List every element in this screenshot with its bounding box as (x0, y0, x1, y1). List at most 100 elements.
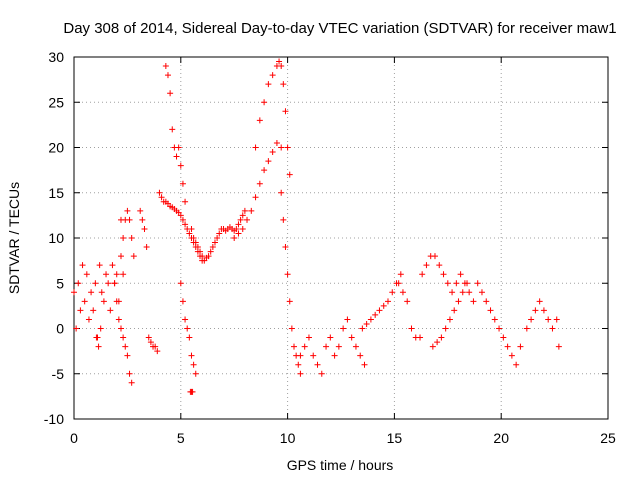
data-point (417, 334, 424, 341)
data-point (154, 348, 161, 355)
data-point (93, 334, 100, 341)
data-points (71, 58, 562, 395)
data-point (77, 307, 84, 314)
data-point (105, 280, 112, 287)
data-point (491, 316, 498, 323)
data-point (297, 352, 304, 359)
data-point (297, 370, 304, 377)
data-point (182, 316, 189, 323)
data-point (478, 289, 485, 296)
y-tick-label: 5 (56, 275, 64, 291)
grid-lines (74, 57, 608, 419)
data-point (175, 144, 182, 151)
data-point (139, 216, 146, 223)
data-point (252, 144, 259, 151)
data-point (216, 230, 223, 237)
data-point (97, 325, 104, 332)
data-point (496, 325, 503, 332)
data-point (419, 271, 426, 278)
x-tick-label: 10 (280, 430, 296, 446)
data-point (261, 99, 268, 106)
data-point (239, 225, 246, 232)
data-point (173, 153, 180, 160)
x-tick-label: 0 (70, 430, 78, 446)
data-point (352, 343, 359, 350)
data-point (197, 248, 204, 255)
data-point (88, 289, 95, 296)
data-point (252, 194, 259, 201)
data-point (459, 289, 466, 296)
data-point (269, 72, 276, 79)
data-point (194, 244, 201, 251)
data-point (182, 198, 189, 205)
data-point (100, 298, 107, 305)
data-point (438, 334, 445, 341)
data-point (318, 370, 325, 377)
data-point (288, 325, 295, 332)
data-point (545, 316, 552, 323)
data-point (397, 271, 404, 278)
chart-title: Day 308 of 2014, Sidereal Day-to-day VTE… (63, 20, 616, 37)
data-point (305, 334, 312, 341)
data-point (451, 307, 458, 314)
data-point (256, 180, 263, 187)
data-point (179, 180, 186, 187)
data-point (186, 230, 193, 237)
data-point (147, 339, 154, 346)
data-point (95, 343, 102, 350)
data-point (167, 90, 174, 97)
data-point (128, 235, 135, 241)
data-point (282, 244, 289, 251)
data-point (376, 307, 383, 314)
data-point (553, 316, 560, 323)
data-point (310, 352, 317, 359)
data-point (162, 63, 169, 70)
data-point (241, 207, 248, 214)
data-point (278, 144, 285, 151)
data-point (107, 307, 114, 314)
data-point (128, 379, 135, 386)
data-point (440, 271, 447, 278)
data-point (384, 298, 391, 305)
data-point (269, 149, 276, 156)
data-point (96, 262, 103, 269)
data-point (237, 216, 244, 223)
data-point (83, 271, 90, 278)
data-point (109, 262, 116, 269)
data-point (98, 289, 105, 296)
data-point (423, 262, 430, 269)
data-point (145, 334, 152, 341)
data-point (239, 212, 246, 219)
data-point (182, 221, 189, 228)
data-point (278, 63, 285, 70)
data-point (188, 352, 195, 359)
data-point (549, 325, 556, 332)
data-point (186, 334, 193, 341)
data-point (137, 207, 144, 214)
data-point (209, 244, 216, 251)
data-point (120, 271, 127, 278)
axis-ticks: 0 5 10 15 20 25 -10 -5 0 5 10 15 20 25 30 (44, 49, 616, 446)
data-point (466, 289, 473, 296)
data-point (214, 235, 221, 241)
data-point (408, 325, 415, 332)
data-point (156, 189, 163, 196)
data-point (179, 216, 186, 223)
data-point (130, 253, 137, 260)
data-point (434, 339, 441, 346)
data-point (273, 139, 280, 146)
data-point (177, 162, 184, 169)
data-point (199, 253, 206, 260)
y-tick-label: 25 (48, 94, 64, 110)
data-point (278, 189, 285, 196)
x-axis-label: GPS time / hours (287, 457, 394, 473)
data-point (79, 262, 86, 269)
data-point (117, 325, 124, 332)
data-point (335, 343, 342, 350)
data-point (284, 144, 291, 151)
data-point (111, 280, 118, 287)
x-tick-label: 5 (177, 430, 185, 446)
data-point (90, 307, 97, 314)
data-point (207, 248, 214, 255)
data-point (122, 343, 129, 350)
